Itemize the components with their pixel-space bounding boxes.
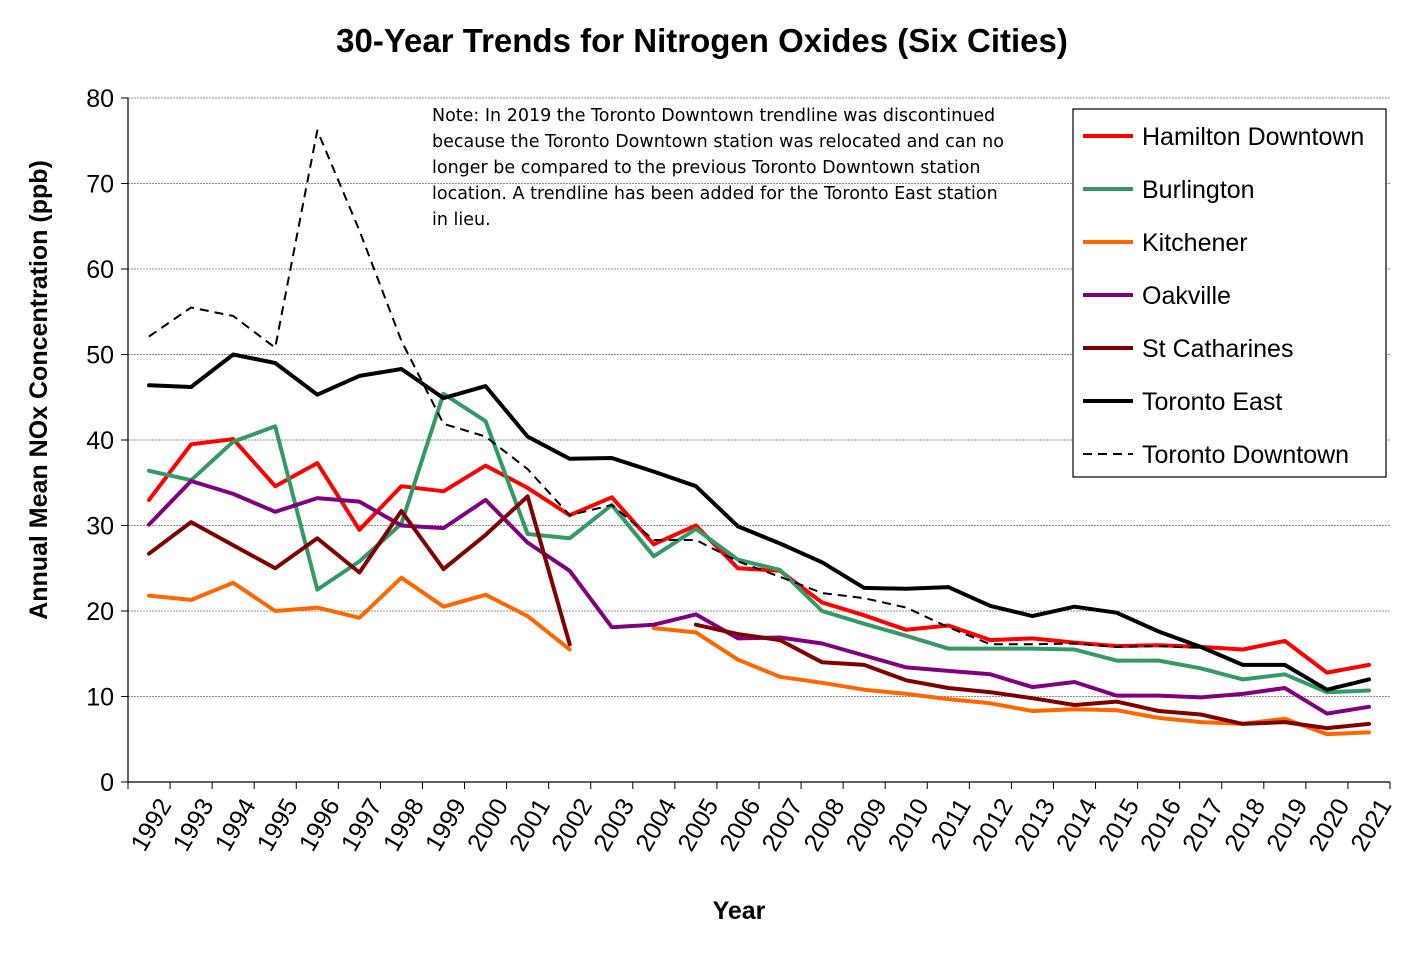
series-line — [148, 129, 1201, 649]
legend-box — [1072, 108, 1387, 478]
series-st-catharines — [147, 494, 1371, 731]
series-toronto-east — [147, 352, 1371, 692]
y-tick-label: 40 — [86, 427, 114, 455]
chart-title: 30-Year Trends for Nitrogen Oxides (Six … — [336, 22, 1068, 59]
y-tick-label: 50 — [86, 342, 114, 370]
x-tick-label: 1994 — [210, 794, 262, 856]
x-tick-label: 2005 — [672, 794, 724, 856]
x-axis-label: Year — [713, 897, 766, 925]
legend-item: Hamilton Downtown — [1083, 123, 1364, 151]
x-tick-label: 1995 — [252, 794, 304, 856]
series-toronto-downtown — [148, 129, 1201, 649]
note-line: Note: In 2019 the Toronto Downtown trend… — [432, 106, 995, 126]
x-tick-label: 2004 — [630, 794, 682, 856]
legend-item: Oakville — [1083, 282, 1231, 310]
legend-label: Oakville — [1142, 282, 1231, 310]
legend-label: Hamilton Downtown — [1142, 123, 1364, 151]
x-tick-label: 2020 — [1303, 794, 1355, 856]
legend-label: Toronto East — [1142, 388, 1282, 416]
y-tick-label: 30 — [86, 513, 114, 541]
x-tick-label: 1993 — [167, 794, 219, 856]
series-line — [147, 352, 1371, 692]
x-tick-label: 2013 — [1009, 794, 1061, 856]
legend-label: Kitchener — [1142, 229, 1248, 257]
x-tick-label: 1999 — [420, 794, 472, 856]
note-line: because the Toronto Downtown station was… — [432, 132, 1004, 152]
x-tick-label: 2007 — [756, 794, 808, 856]
x-tick-label: 2019 — [1261, 794, 1313, 856]
legend-item: Kitchener — [1083, 229, 1248, 257]
note-line: longer be compared to the previous Toron… — [432, 158, 981, 178]
y-axis-label: Annual Mean NOx Concentration (ppb) — [25, 160, 53, 620]
y-tick-label: 70 — [86, 171, 114, 199]
x-tick-label: 1997 — [336, 794, 388, 856]
x-tick-label: 2009 — [841, 794, 893, 856]
series-line — [147, 479, 1371, 716]
x-tick-label: 2014 — [1051, 794, 1103, 856]
legend-label: Burlington — [1142, 176, 1255, 204]
series-line — [693, 622, 1371, 731]
y-tick-label: 0 — [100, 769, 114, 797]
x-tick-label: 2006 — [714, 794, 766, 856]
x-tick-label: 1992 — [125, 794, 177, 856]
x-tick-label: 1998 — [378, 794, 430, 856]
x-tick-label: 2012 — [967, 794, 1019, 856]
series-lines — [147, 129, 1371, 737]
y-tick-label: 80 — [86, 85, 114, 113]
y-tick-label: 60 — [86, 256, 114, 284]
legend-item: Burlington — [1083, 176, 1255, 204]
series-line — [147, 494, 572, 647]
x-tick-label: 2017 — [1177, 794, 1229, 856]
x-tick-label: 2008 — [798, 794, 850, 856]
x-tick-label: 2000 — [462, 794, 514, 856]
legend-label: Toronto Downtown — [1142, 441, 1349, 469]
x-tick-label: 2011 — [926, 794, 977, 855]
legend-item: St Catharines — [1083, 335, 1293, 363]
note-line: location. A trendline has been added for… — [432, 184, 998, 204]
x-tick-label: 2010 — [883, 794, 935, 856]
x-tick-label: 2003 — [588, 794, 640, 856]
series-kitchener — [147, 575, 1371, 737]
x-tick-label: 2018 — [1219, 794, 1271, 856]
y-tick-label: 20 — [86, 598, 114, 626]
legend: Hamilton Downtown Burlington Kitchener Oakv… — [1072, 108, 1387, 478]
legend-item: Toronto Downtown — [1083, 441, 1349, 469]
note-line: in lieu. — [432, 210, 491, 230]
legend-label: St Catharines — [1142, 335, 1293, 363]
x-tick-label: 2016 — [1135, 794, 1187, 856]
x-tick-label: 2002 — [546, 794, 598, 856]
legend-item: Toronto East — [1083, 388, 1282, 416]
x-tick-label: 2015 — [1093, 794, 1145, 856]
series-line — [147, 575, 572, 652]
x-tick-label: 1996 — [294, 794, 346, 856]
x-tick-label: 2001 — [504, 794, 556, 856]
x-tick-label: 2021 — [1345, 794, 1397, 856]
y-tick-label: 10 — [86, 684, 114, 712]
series-oakville — [147, 479, 1371, 716]
annotation-note: Note: In 2019 the Toronto Downtown trend… — [432, 106, 1004, 230]
